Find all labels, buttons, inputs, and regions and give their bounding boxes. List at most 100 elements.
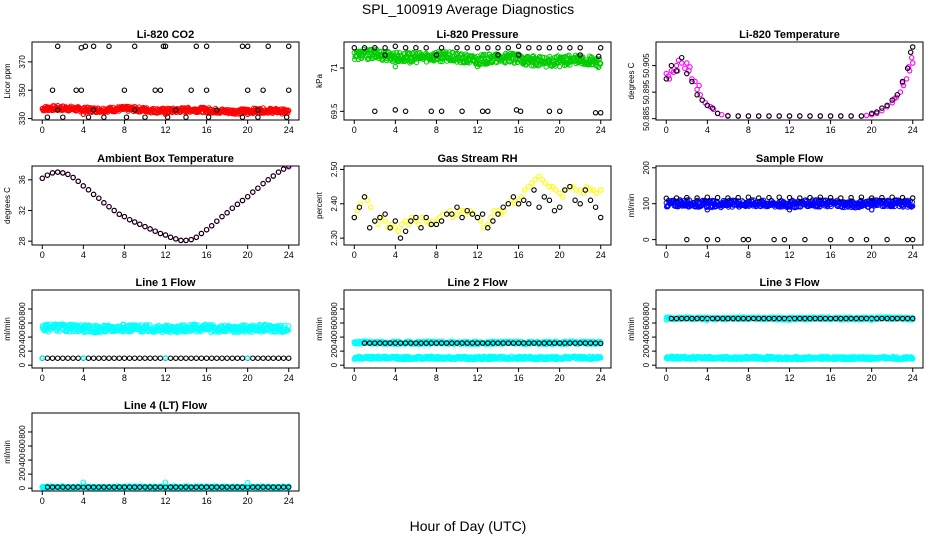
x-tick-label: 20 <box>243 250 253 260</box>
data-point <box>73 87 79 93</box>
data-point <box>827 113 834 119</box>
x-tick-label: 4 <box>81 125 86 135</box>
data-point <box>162 111 169 118</box>
data-point <box>740 315 747 322</box>
data-point <box>385 225 391 231</box>
data-point <box>438 45 445 51</box>
data-point <box>709 105 716 111</box>
data-point <box>761 315 767 322</box>
band-point <box>598 60 604 67</box>
data-point <box>577 201 583 207</box>
data-point <box>570 183 576 190</box>
data-point <box>485 108 491 115</box>
data-point <box>755 315 762 322</box>
data-point <box>542 180 549 186</box>
data-point <box>121 355 128 361</box>
data-point <box>745 315 752 322</box>
x-tick-label: 12 <box>472 373 482 383</box>
data-point <box>285 355 292 361</box>
data-point <box>899 78 906 85</box>
x-tick-label: 16 <box>202 125 212 135</box>
x-tick-label: 24 <box>284 125 294 135</box>
y-tick-label: 2.40 <box>330 195 339 211</box>
data-point <box>239 197 246 204</box>
x-tick-label: 24 <box>596 373 606 383</box>
y-tick-label: 36 <box>18 175 27 184</box>
data-point <box>592 340 599 346</box>
data-point <box>372 108 378 115</box>
data-point <box>593 190 600 197</box>
data-point <box>65 355 71 361</box>
data-point <box>868 195 875 201</box>
data-point <box>673 195 680 201</box>
data-point <box>106 43 112 50</box>
x-tick-label: 4 <box>81 250 86 260</box>
data-point <box>858 194 865 200</box>
data-point <box>663 195 670 202</box>
data-point <box>183 355 189 361</box>
data-point <box>474 340 481 346</box>
data-point <box>704 317 711 323</box>
data-point <box>474 63 481 70</box>
data-point <box>541 340 548 346</box>
x-tick-label: 12 <box>472 125 482 135</box>
data-point <box>848 113 854 119</box>
data-point <box>889 315 895 322</box>
data-point <box>397 235 404 241</box>
data-point <box>549 183 556 190</box>
x-tick-label: 24 <box>596 125 606 135</box>
data-point <box>587 197 594 204</box>
data-point <box>704 236 711 243</box>
data-point <box>265 355 271 361</box>
data-point <box>827 315 834 322</box>
data-point <box>520 197 527 204</box>
data-point <box>418 225 424 231</box>
data-point <box>510 194 517 200</box>
data-point <box>49 87 56 93</box>
band-point <box>910 356 916 362</box>
data-point <box>572 197 578 204</box>
data-point <box>714 315 721 322</box>
data-point <box>85 187 92 193</box>
data-point <box>157 87 164 93</box>
data-point <box>709 315 716 322</box>
data-point <box>214 218 220 224</box>
panel-title: Li-820 Temperature <box>739 29 840 41</box>
data-point <box>505 201 512 207</box>
data-point <box>413 45 419 51</box>
data-point <box>725 315 731 322</box>
data-point <box>78 87 85 93</box>
x-tick-label: 0 <box>664 373 669 383</box>
band-point <box>406 50 413 56</box>
data-point <box>689 315 695 322</box>
y-tick-label: 50.885 <box>642 106 651 131</box>
data-point <box>464 45 470 51</box>
data-point <box>848 315 854 322</box>
panel-title: Line 3 Flow <box>760 277 820 289</box>
data-point <box>147 226 153 232</box>
data-point <box>735 315 741 322</box>
data-point <box>903 76 910 82</box>
data-point <box>90 43 97 50</box>
data-point <box>682 65 688 72</box>
panel-y-axis-label: percent <box>315 191 324 218</box>
data-point <box>904 236 911 243</box>
data-point <box>413 340 419 346</box>
data-point <box>224 210 230 216</box>
data-point <box>868 317 875 323</box>
data-point <box>255 114 261 120</box>
x-tick-label: 20 <box>555 125 565 135</box>
data-point <box>198 355 205 361</box>
data-point <box>116 355 123 361</box>
data-point <box>80 183 87 189</box>
y-tick-label: 400 <box>18 330 27 344</box>
data-point <box>684 236 690 243</box>
data-point <box>552 187 559 193</box>
data-point <box>597 340 604 347</box>
data-point <box>531 187 537 193</box>
data-point <box>131 219 138 225</box>
data-point <box>203 87 210 93</box>
x-tick-label: 8 <box>746 250 751 260</box>
